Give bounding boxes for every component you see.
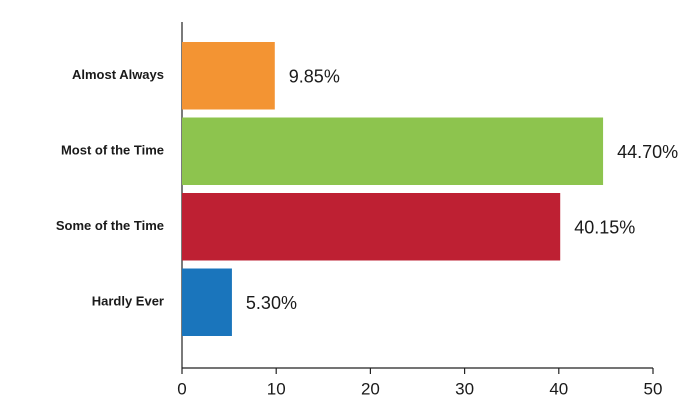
- value-label: 44.70%: [617, 142, 678, 162]
- x-tick-label: 40: [549, 379, 568, 398]
- bar: [182, 193, 561, 261]
- value-label: 9.85%: [289, 67, 340, 87]
- bar: [182, 117, 604, 185]
- category-label: Some of the Time: [56, 218, 164, 233]
- value-label: 40.15%: [574, 218, 635, 238]
- category-label: Hardly Ever: [92, 294, 164, 309]
- x-tick-label: 20: [361, 379, 380, 398]
- x-tick-label: 30: [455, 379, 474, 398]
- category-label: Almost Always: [72, 67, 164, 82]
- x-tick-label: 10: [267, 379, 286, 398]
- bar: [182, 268, 232, 336]
- category-label: Most of the Time: [61, 143, 164, 158]
- x-tick-label: 50: [644, 379, 663, 398]
- x-tick-label: 0: [177, 379, 186, 398]
- value-label: 5.30%: [246, 293, 297, 313]
- bar: [182, 42, 275, 110]
